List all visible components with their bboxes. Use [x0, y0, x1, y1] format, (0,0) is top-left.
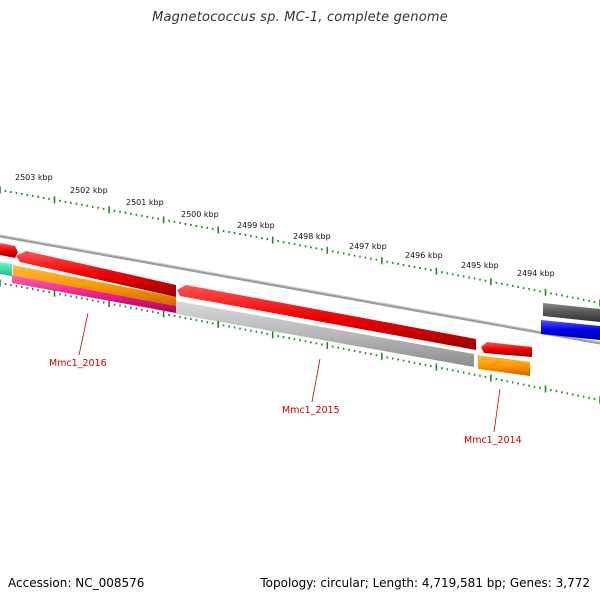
feature-dark-right[interactable]: [543, 303, 600, 322]
gene-leader-line-2016: [78, 312, 89, 356]
tick-label-2498: 2498 kbp: [293, 232, 331, 241]
gene-label-mmc1-2014[interactable]: Mmc1_2014: [464, 435, 522, 446]
gene-leader-line-2014: [493, 388, 501, 433]
feature-orange-2[interactable]: [478, 355, 530, 376]
feature-red-arrow-2[interactable]: [177, 285, 476, 350]
tick-label-group: 2503 kbp 2502 kbp 2501 kbp 2500 kbp 2499…: [15, 173, 555, 278]
feature-orange-1[interactable]: [13, 265, 176, 306]
tick-label-2500: 2500 kbp: [181, 210, 219, 219]
feature-red-arrow-1[interactable]: [16, 251, 176, 297]
feature-pink-1[interactable]: [12, 275, 176, 313]
map-title: Magnetococcus sp. MC-1, complete genome: [152, 10, 448, 25]
tick-label-2499: 2499 kbp: [237, 221, 275, 230]
tick-label-2503: 2503 kbp: [15, 173, 53, 182]
feature-teal-partial[interactable]: [0, 262, 12, 276]
genome-summary-text: Topology: circular; Length: 4,719,581 bp…: [260, 576, 590, 590]
gene-label-mmc1-2016[interactable]: Mmc1_2016: [49, 358, 107, 369]
tick-label-2495: 2495 kbp: [461, 261, 499, 270]
feature-blue-right[interactable]: [541, 320, 600, 340]
tick-label-2502: 2502 kbp: [70, 186, 108, 195]
tick-label-2501: 2501 kbp: [126, 198, 164, 207]
tick-label-2494: 2494 kbp: [517, 269, 555, 278]
gene-label-mmc1-2015[interactable]: Mmc1_2015: [282, 405, 340, 416]
accession-text: Accession: NC_008576: [8, 576, 145, 590]
inner-scale-ring: [0, 279, 600, 404]
feature-red-left-partial[interactable]: [0, 243, 18, 258]
gene-leader-line-2015: [311, 358, 321, 403]
outer-scale-ring: [0, 186, 600, 307]
feature-gray-1[interactable]: [176, 301, 474, 367]
tick-label-2496: 2496 kbp: [405, 251, 443, 260]
tick-label-2497: 2497 kbp: [349, 242, 387, 251]
feature-red-arrow-3[interactable]: [481, 342, 532, 357]
